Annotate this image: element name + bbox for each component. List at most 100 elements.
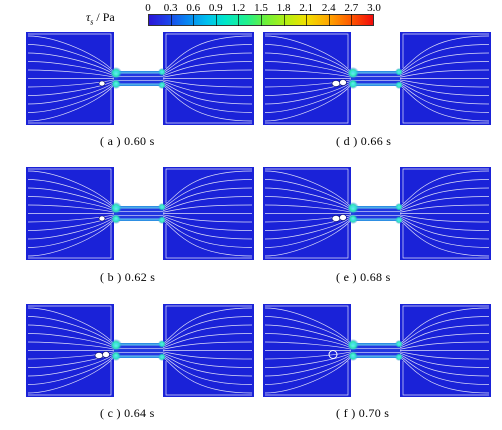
streamline [162,219,253,257]
streamline [27,355,115,385]
streamline [402,361,489,396]
streamline [162,84,253,122]
panel-caption: ( f ) 0.70 s [336,406,390,420]
vortex-bubble [331,215,341,222]
streamline [265,89,349,124]
streamline [162,82,253,105]
streamline [264,196,352,212]
colorbar-tick-label: 2.4 [321,2,336,14]
colorbar-tick-label: 2.7 [344,2,359,14]
colorbar-tick-label: 1.5 [254,2,268,14]
streamline [27,187,115,210]
vortex-bubble [331,80,341,87]
streamline [264,218,352,248]
streamline [162,44,253,74]
colorbar-ticks: 0 0.3 0.6 0.9 1.2 1.5 1.8 2.1 2.4 2.7 3.0 [144,2,381,14]
streamline [399,196,490,212]
streamline [399,61,490,77]
streamline [27,84,115,122]
streamline [162,52,253,75]
flow-field-plot [263,304,491,397]
vortex [94,351,110,359]
flow-field-plot [26,32,254,125]
streamline [264,356,352,394]
streamline [27,44,115,74]
streamline [162,170,253,208]
streamline [399,179,490,209]
streamline [27,333,115,349]
panel-b [26,167,254,260]
panel-caption: ( d ) 0.66 s [336,134,392,148]
streamline [264,333,352,349]
streamline [399,80,490,96]
streamline [27,52,115,75]
streamline [399,79,490,88]
panel-a [26,32,254,125]
panel-e [263,167,491,260]
colorbar-tick-mark [238,14,240,26]
streamline [165,361,252,396]
streamline [27,61,115,77]
vortex-bubble [339,214,347,221]
streamline [264,219,352,257]
streamline [399,82,490,105]
streamline [264,217,352,240]
streamline [399,316,490,346]
streamline [27,82,115,105]
colorbar-tick-mark [215,14,217,26]
streamline [162,333,253,349]
vortex-bubble [98,215,106,222]
channel-wall-shear [351,83,400,86]
streamline [27,170,115,208]
streamline [399,84,490,122]
streamline [399,170,490,208]
channel-wall-shear [351,206,400,209]
vortex [328,350,338,359]
streamline [162,215,253,231]
channel [350,206,401,221]
streamline [264,307,352,345]
colorbar-tick-mark [328,14,330,26]
streamline [399,215,490,231]
streamline [399,219,490,257]
colorbar-label-unit: / Pa [93,10,115,24]
streamline [264,170,352,208]
colorbar-tick-mark [283,14,285,26]
vortex-bubble [102,351,110,358]
streamline [399,218,490,248]
streamline [162,307,253,345]
streamline [27,324,115,347]
channel-wall-shear [114,206,163,209]
colorbar-tick-mark [170,14,172,26]
streamline [27,69,115,78]
streamline [165,89,252,124]
vortex-bubble [98,80,106,87]
colorbar-tick-label: 1.8 [276,2,291,14]
streamline [27,214,115,223]
colorbar-tick-label: 1.2 [231,2,246,14]
vortex-bubble [339,79,347,86]
panel-f [263,304,491,397]
channel-wall-shear [351,343,400,346]
colorbar-tick-label: 0.3 [163,2,178,14]
streamline [162,187,253,210]
streamline [264,84,352,122]
channel-wall-shear [351,71,400,74]
panel-c [26,304,254,397]
streamline [264,187,352,210]
channel-wall-shear [114,71,163,74]
streamline [399,355,490,385]
streamline [399,333,490,349]
streamlines [264,168,490,259]
channel [113,71,164,86]
streamline [264,179,352,209]
streamline [264,69,352,78]
streamline [28,33,112,68]
colorbar-tick-mark [351,14,353,26]
flow-field-plot [26,304,254,397]
channel [113,206,164,221]
streamline [402,168,489,203]
streamline [264,351,352,360]
streamline [264,341,352,350]
colorbar-tick-label: 0 [145,2,151,14]
